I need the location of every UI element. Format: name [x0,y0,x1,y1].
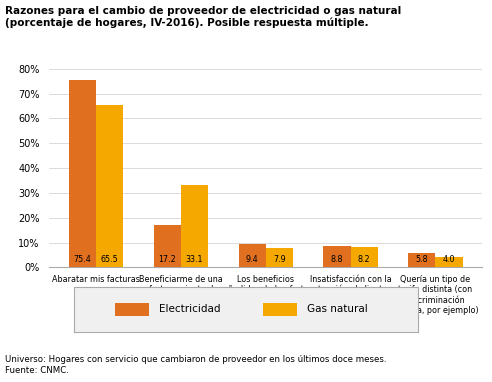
Text: 5.8: 5.8 [416,256,428,264]
Text: 75.4: 75.4 [73,256,91,264]
Bar [408,253,435,267]
Bar [239,244,266,267]
Bar [263,303,297,316]
Bar [181,185,208,267]
Text: 8.2: 8.2 [358,256,370,264]
Text: 4.0: 4.0 [443,256,455,264]
Text: 33.1: 33.1 [185,256,203,264]
Text: 17.2: 17.2 [158,256,176,264]
Text: Razones para el cambio de proveedor de electricidad o gas natural: Razones para el cambio de proveedor de e… [5,6,401,16]
Bar [351,247,378,267]
Text: (porcentaje de hogares, IV-2016). Posible respuesta múltiple.: (porcentaje de hogares, IV-2016). Posibl… [5,17,369,28]
Text: Gas natural: Gas natural [308,304,368,314]
Bar [69,80,96,267]
Text: 65.5: 65.5 [100,256,119,264]
Text: 8.8: 8.8 [331,256,343,264]
Bar [154,225,181,267]
Bar [96,105,123,267]
Bar [115,303,149,316]
Text: Electricidad: Electricidad [159,304,221,314]
Text: 7.9: 7.9 [273,256,286,264]
Bar [435,257,462,267]
Text: 9.4: 9.4 [246,256,258,264]
Text: Universo: Hogares con servicio que cambiaron de proveedor en los últimos doce me: Universo: Hogares con servicio que cambi… [5,355,386,375]
Bar [266,248,293,267]
Bar [323,246,351,267]
